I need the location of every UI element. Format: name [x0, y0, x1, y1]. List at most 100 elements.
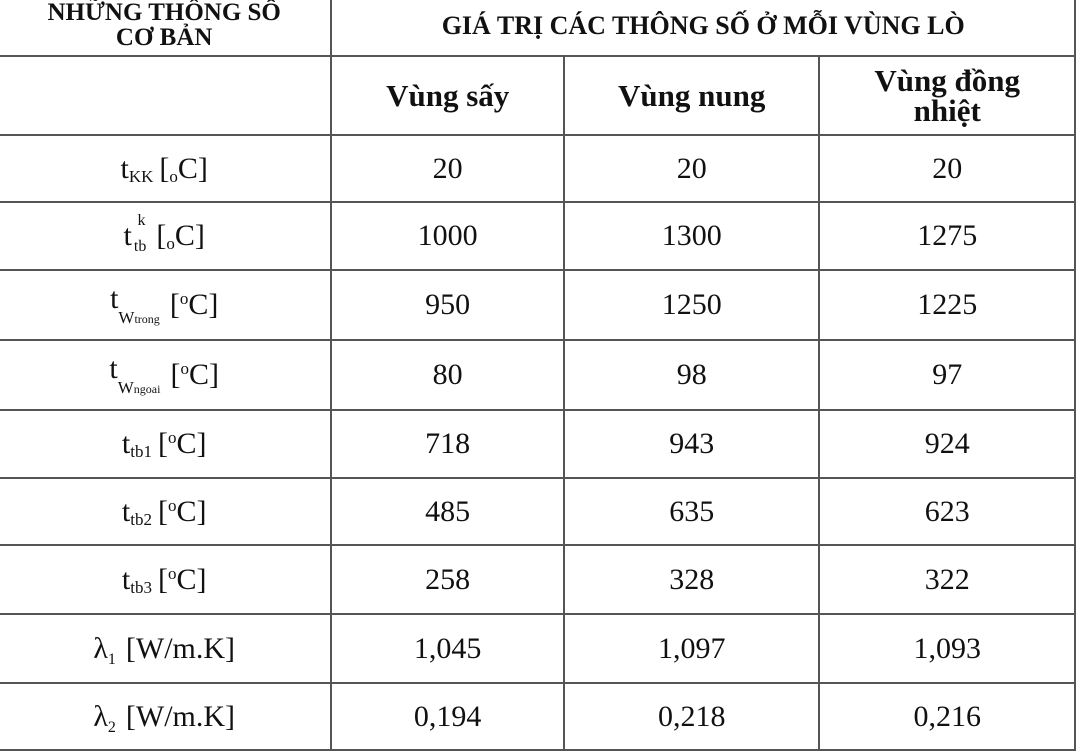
value-cell: 623 — [818, 477, 1076, 546]
param-symbol: t — [120, 151, 129, 185]
param-subscript: W — [118, 308, 135, 327]
unit-close: C] — [176, 562, 207, 596]
table-row: ttb2 [oC] 485 635 623 — [0, 477, 1076, 546]
degree-mark: o — [169, 166, 178, 186]
param-sub-subscript: trong — [134, 312, 160, 326]
degree-mark: o — [179, 289, 189, 308]
header-row-main: NHỮNG THÔNG SỐ CƠ BẢN GIÁ TRỊ CÁC THÔNG … — [0, 0, 1076, 57]
param-symbol: t — [121, 427, 131, 460]
value-cell: 0,194 — [330, 682, 565, 751]
unit-close: C] — [188, 288, 219, 321]
param-symbol: t — [110, 282, 119, 315]
zone-label: Vùng sấy — [386, 77, 510, 113]
value-cell: 258 — [330, 544, 565, 615]
table-row: tWngoai [oC] 80 98 97 — [0, 339, 1076, 411]
param-symbol: t — [109, 352, 118, 385]
param-superscript: k — [137, 212, 146, 229]
value-cell: 1,097 — [562, 613, 821, 684]
degree-mark: o — [180, 359, 189, 378]
value-cell: 924 — [818, 409, 1076, 479]
degree-mark: o — [167, 428, 177, 447]
table-row: λ1 [W/m.K] 1,045 1,097 1,093 — [0, 613, 1076, 684]
param-symbol: t — [123, 219, 132, 252]
degree-mark: o — [167, 495, 177, 515]
zone-header-drying: Vùng sấy — [330, 55, 565, 136]
param-cell-lambda1: λ1 [W/m.K] — [0, 613, 333, 684]
table-row: λ2 [W/m.K] 0,194 0,218 0,216 — [0, 682, 1076, 751]
param-symbol: t — [121, 494, 131, 528]
param-cell-tw-ngoai: tWngoai [oC] — [0, 339, 333, 411]
param-cell-tw-trong: tWtrong [oC] — [0, 269, 333, 341]
value-cell: 80 — [330, 339, 565, 411]
value-cell: 328 — [562, 544, 821, 615]
value-cell: 322 — [818, 544, 1076, 615]
lambda-symbol: λ — [93, 631, 108, 665]
param-subscript: tb3 — [130, 577, 152, 597]
zone-label: Vùng nung — [618, 77, 766, 113]
param-subscript: tb — [133, 238, 147, 255]
value-cell: 1,045 — [330, 613, 565, 684]
param-symbol: t — [121, 562, 131, 596]
unit-open: [ — [169, 288, 180, 321]
param-column-header: NHỮNG THÔNG SỐ CƠ BẢN — [0, 0, 333, 57]
param-header-line2: CƠ BẢN — [115, 23, 213, 51]
value-cell: 98 — [562, 339, 821, 411]
param-subscript: 1 — [107, 650, 116, 668]
value-cell: 1,093 — [818, 613, 1076, 684]
empty-header-cell — [0, 55, 333, 136]
unit-open: [ — [159, 151, 170, 185]
table-row: ttb3 [oC] 258 328 322 — [0, 544, 1076, 615]
param-cell-tkk: tKK [oC] — [0, 134, 333, 203]
unit-open: [ — [156, 219, 167, 252]
value-cell: 943 — [562, 409, 821, 479]
zone-label-line2: nhiệt — [913, 92, 981, 128]
table-row: ttb1 [oC] 718 943 924 — [0, 409, 1076, 479]
unit-close: C] — [177, 151, 208, 185]
lambda-symbol: λ — [93, 699, 108, 733]
value-cell: 0,216 — [818, 682, 1076, 751]
unit-open: [ — [157, 562, 168, 596]
value-cell: 950 — [330, 269, 565, 341]
value-cell: 1275 — [818, 201, 1076, 271]
param-unit: [W/m.K] — [125, 631, 236, 665]
zone-group-label: GIÁ TRỊ CÁC THÔNG SỐ Ở MỖI VÙNG LÒ — [441, 11, 965, 40]
value-cell: 20 — [330, 134, 565, 203]
param-subscript: tb2 — [130, 509, 152, 529]
unit-close: C] — [174, 219, 205, 252]
unit-close: C] — [188, 358, 219, 391]
param-sub-subscript: ngoai — [133, 382, 161, 396]
degree-mark: o — [166, 234, 175, 253]
value-cell: 1225 — [818, 269, 1076, 341]
zone-label-line1: Vùng đồng — [874, 62, 1021, 98]
value-cell: 20 — [818, 134, 1076, 203]
degree-mark: o — [167, 563, 177, 583]
param-cell-tktb: t k tb [oC] — [0, 201, 333, 271]
unit-open: [ — [157, 427, 168, 460]
unit-close: C] — [176, 427, 207, 460]
value-cell: 1000 — [330, 201, 565, 271]
param-cell-ttb3: ttb3 [oC] — [0, 544, 333, 615]
value-cell: 1250 — [562, 269, 821, 341]
table-row: tKK [oC] 20 20 20 — [0, 134, 1076, 203]
param-cell-ttb1: ttb1 [oC] — [0, 409, 333, 479]
param-header-line1: NHỮNG THÔNG SỐ — [47, 0, 281, 26]
zone-header-soaking: Vùng đồng nhiệt — [818, 55, 1076, 136]
table-row: t k tb [oC] 1000 1300 1275 — [0, 201, 1076, 271]
value-cell: 485 — [330, 477, 565, 546]
param-subscript: tb1 — [130, 442, 152, 461]
unit-open: [ — [170, 358, 181, 391]
value-cell: 20 — [562, 134, 821, 203]
unit-close: C] — [176, 494, 207, 528]
value-cell: 0,218 — [562, 682, 821, 751]
param-subscript: 2 — [107, 718, 116, 736]
table-row: tWtrong [oC] 950 1250 1225 — [0, 269, 1076, 341]
param-unit: [W/m.K] — [125, 699, 236, 733]
param-cell-lambda2: λ2 [W/m.K] — [0, 682, 333, 751]
zone-header-firing: Vùng nung — [562, 55, 821, 136]
param-subscript: W — [117, 378, 134, 397]
value-cell: 1300 — [562, 201, 821, 271]
header-row-zones: Vùng sấy Vùng nung Vùng đồng nhiệt — [0, 55, 1076, 136]
value-cell: 718 — [330, 409, 565, 479]
value-cell: 635 — [562, 477, 821, 546]
